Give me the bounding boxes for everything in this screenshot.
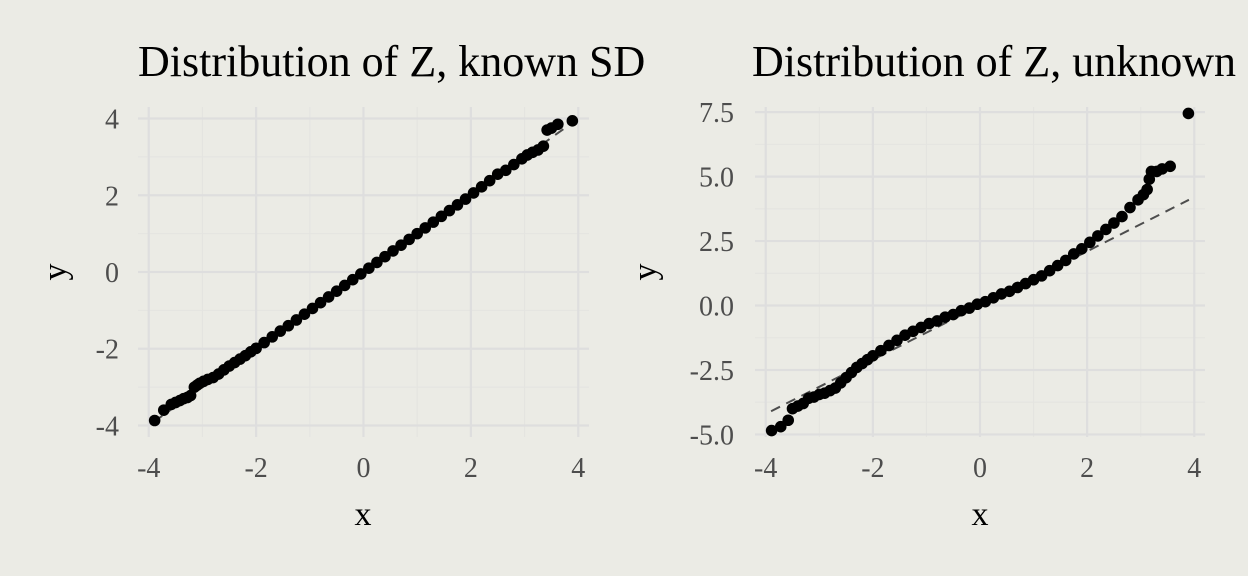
data-point: [566, 115, 579, 127]
data-point: [1124, 201, 1136, 214]
y-tick-label: 2: [105, 181, 119, 212]
data-point: [774, 420, 787, 433]
data-point: [148, 414, 161, 427]
data-point: [282, 319, 295, 332]
data-point: [537, 140, 550, 152]
data-point: [459, 193, 472, 205]
x-tick-label: 0: [973, 453, 987, 484]
chart-title: Distribution of Z, unknown SD: [752, 37, 1248, 86]
data-point: [467, 187, 480, 199]
data-point: [1141, 183, 1153, 196]
data-point: [387, 245, 399, 257]
data-point: [552, 118, 564, 131]
data-point: [314, 296, 327, 309]
x-axis-label: x: [355, 496, 372, 533]
y-tick-label: 4: [105, 105, 119, 136]
data-point: [1059, 254, 1072, 267]
data-point: [1108, 217, 1120, 229]
data-point: [508, 158, 520, 171]
y-axis-label: y: [627, 264, 664, 281]
data-point: [371, 256, 383, 269]
data-point: [395, 239, 407, 251]
x-tick-label: -4: [137, 453, 160, 484]
data-point: [266, 331, 279, 343]
data-point: [306, 302, 319, 315]
data-point: [1100, 223, 1112, 236]
y-tick-label: 0.0: [699, 292, 734, 323]
y-tick-label: 5.0: [699, 163, 734, 194]
chart-title: Distribution of Z, known SD: [138, 37, 645, 86]
data-point: [451, 199, 464, 211]
data-point: [1116, 210, 1128, 223]
data-point: [1084, 236, 1096, 249]
data-point: [782, 414, 795, 427]
data-point: [330, 285, 343, 297]
data-point: [427, 216, 440, 228]
data-point: [355, 268, 367, 280]
y-tick-label: 7.5: [699, 98, 734, 129]
data-point: [298, 308, 311, 321]
data-point: [499, 164, 512, 177]
data-point: [483, 174, 496, 187]
data-point: [1092, 230, 1104, 242]
y-tick-label: -2: [96, 335, 119, 366]
y-tick-label: 0: [105, 258, 119, 289]
x-axis-label: x: [972, 496, 989, 533]
data-point: [403, 233, 415, 246]
data-point: [411, 227, 423, 240]
data-point: [475, 181, 488, 193]
data-point: [322, 291, 335, 303]
data-point: [435, 210, 448, 223]
y-tick-label: -4: [96, 411, 119, 442]
data-point: [1164, 160, 1176, 173]
data-point: [379, 250, 391, 263]
data-point: [338, 279, 351, 292]
data-point: [765, 424, 778, 437]
data-point: [419, 222, 432, 234]
data-point: [443, 204, 456, 217]
x-tick-label: -2: [244, 453, 267, 484]
x-tick-label: 4: [1187, 453, 1201, 484]
y-tick-label: -2.5: [690, 356, 734, 387]
data-point: [1075, 242, 1088, 255]
x-tick-label: -2: [861, 453, 884, 484]
panel-unknown-sd: -4 -2 0 2 4 -5.0 -2.5 0.0 2.5 5.0 7.5 Distribution …: [627, 37, 1248, 533]
y-tick-label: -5.0: [690, 420, 734, 451]
data-point: [258, 336, 270, 349]
y-axis-label: y: [37, 264, 74, 281]
data-point: [290, 314, 303, 326]
data-point: [346, 273, 359, 286]
x-tick-label: -4: [754, 453, 777, 484]
data-point: [250, 342, 262, 355]
y-tick-label: 2.5: [699, 227, 734, 258]
data-point: [363, 262, 375, 274]
data-point: [1182, 107, 1195, 120]
panel-known-sd: -4 -2 0 2 4 -4 -2 0 2 4 Distribution of Z, known S…: [37, 37, 645, 533]
x-tick-label: 2: [1080, 453, 1094, 484]
x-tick-label: 0: [357, 453, 371, 484]
x-tick-label: 2: [464, 453, 478, 484]
x-tick-label: 4: [571, 453, 585, 484]
